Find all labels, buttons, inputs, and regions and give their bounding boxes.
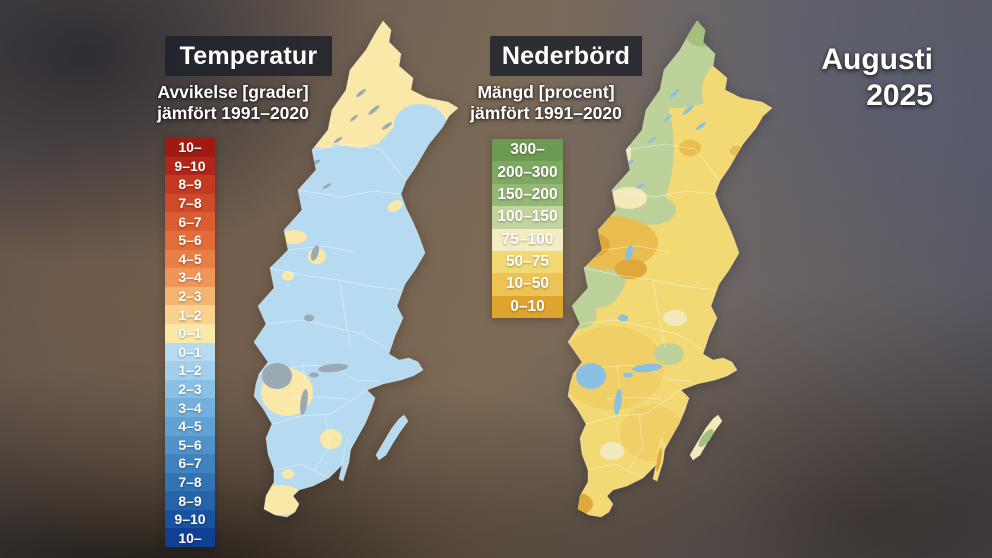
temperature-legend-row: 8–9 (165, 175, 215, 194)
gotland-green-patch (698, 428, 714, 448)
temperature-subtitle-line1: Avvikelse [grader] (157, 82, 309, 102)
temperature-legend-row: 7–8 (165, 193, 215, 213)
temperature-subtitle-line2: jämfört 1991–2020 (157, 103, 309, 123)
precipitation-legend-row: 100–150 (492, 206, 563, 229)
precipitation-map (567, 20, 773, 518)
precipitation-legend-row: 0–10 (492, 295, 563, 318)
temperature-legend-row: 2–3 (165, 286, 215, 306)
precipitation-legend-row: 50–75 (492, 250, 563, 274)
temperature-legend-row: 1–2 (165, 305, 215, 324)
month-label: Augusti (821, 43, 933, 76)
temperature-title-box: Temperatur (165, 36, 332, 76)
precipitation-legend-row: 75–100 (492, 228, 563, 251)
temperature-legend-row: 9–10 (165, 156, 215, 176)
precipitation-subtitle: Mängd [procent] jämfört 1991–2020 (431, 82, 661, 124)
temperature-legend-row: 0–1 (165, 342, 215, 362)
temperature-legend-row: 3–4 (165, 398, 215, 417)
temperature-legend-row: 10– (165, 138, 215, 157)
precipitation-subtitle-line2: jämfört 1991–2020 (470, 103, 622, 123)
temperature-legend-row: 5–6 (165, 230, 215, 250)
lakes (576, 88, 707, 415)
oland-gold-patch (656, 448, 662, 472)
county-borders (258, 143, 407, 478)
temperature-legend-row: 2–3 (165, 379, 215, 399)
temperature-legend-row: 9–10 (165, 509, 215, 529)
precipitation-legend-row: 300– (492, 139, 563, 162)
precipitation-legend-row: 150–200 (492, 183, 563, 207)
temperature-legend-row: 4–5 (165, 249, 215, 269)
temperature-subtitle: Avvikelse [grader] jämfört 1991–2020 (118, 82, 348, 124)
county-borders (572, 143, 721, 478)
precipitation-title-box: Nederbörd (490, 36, 642, 76)
lakes (262, 88, 393, 415)
temperature-legend-row: 6–7 (165, 212, 215, 231)
temperature-legend-row: 4–5 (165, 416, 215, 436)
temperature-legend-row: 10– (165, 528, 215, 548)
precipitation-legend-row: 10–50 (492, 273, 563, 296)
temperature-legend-row: 7–8 (165, 472, 215, 492)
precipitation-title: Nederbörd (501, 41, 631, 70)
precipitation-legend-row: 200–300 (492, 161, 563, 184)
precipitation-legend: 300– 200–300 150–200 100–150 75–100 50–75 10–5… (492, 139, 563, 318)
gotland-island (375, 414, 409, 461)
oland-island (338, 437, 352, 482)
temperature-legend-row: 0–1 (165, 323, 215, 343)
temperature-legend-row: 1–2 (165, 361, 215, 380)
temperature-legend: 10– 9–10 8–9 7–8 6–7 5–6 4–5 3–4 2–3 1–2 0–1 0–1 1–2… (165, 138, 215, 548)
temperature-legend-row: 6–7 (165, 454, 215, 473)
temperature-map (253, 20, 459, 518)
date-label: Augusti 2025 (821, 42, 933, 114)
temperature-legend-row: 8–9 (165, 491, 215, 510)
temperature-title: Temperatur (179, 41, 318, 70)
year-label: 2025 (866, 79, 933, 112)
precipitation-subtitle-line1: Mängd [procent] (477, 82, 615, 102)
temperature-legend-row: 5–6 (165, 435, 215, 455)
temperature-legend-row: 3–4 (165, 268, 215, 287)
